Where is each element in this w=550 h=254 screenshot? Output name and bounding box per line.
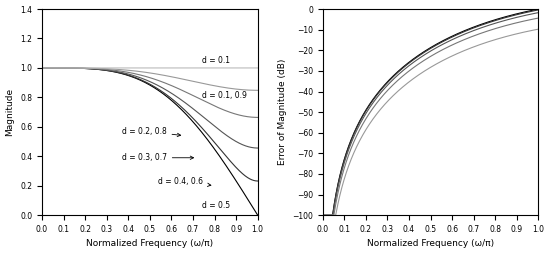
Text: d = 0.1, 0.9: d = 0.1, 0.9 (202, 91, 246, 100)
Text: d = 0.1: d = 0.1 (202, 56, 229, 65)
Y-axis label: Error of Magnitude (dB): Error of Magnitude (dB) (278, 59, 287, 165)
Text: d = 0.4, 0.6: d = 0.4, 0.6 (158, 177, 211, 186)
X-axis label: Normalized Frequency (ω/π): Normalized Frequency (ω/π) (86, 240, 213, 248)
X-axis label: Normalized Frequency (ω/π): Normalized Frequency (ω/π) (367, 240, 494, 248)
Y-axis label: Magnitude: Magnitude (6, 88, 14, 136)
Text: d = 0.3, 0.7: d = 0.3, 0.7 (122, 153, 194, 162)
Text: d = 0.5: d = 0.5 (202, 201, 230, 210)
Text: d = 0.2, 0.8: d = 0.2, 0.8 (122, 127, 180, 137)
